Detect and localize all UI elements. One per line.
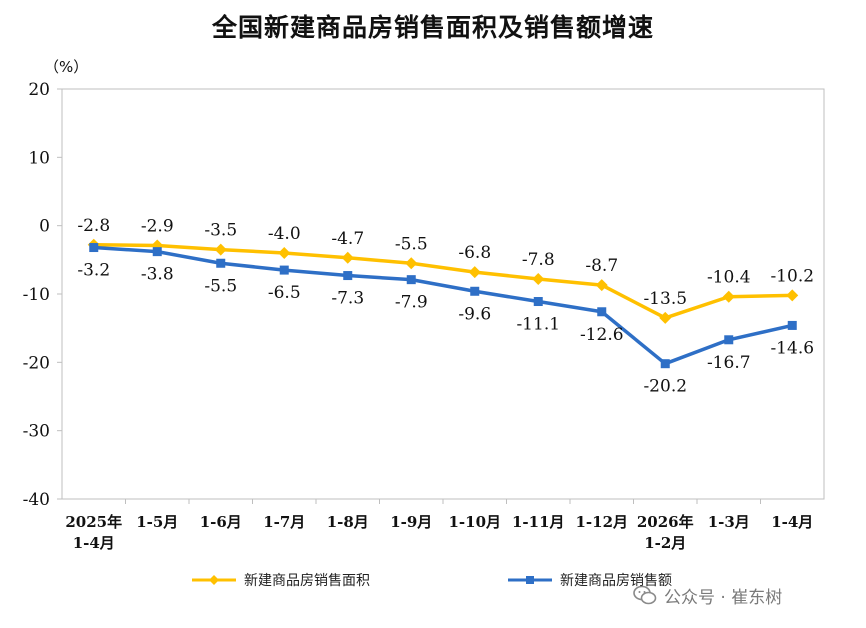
data-label-0: -3.5	[204, 221, 237, 241]
legend-item-sales: 新建商品房销售额	[506, 570, 672, 590]
data-point-1	[787, 320, 797, 330]
data-label-0: -2.8	[77, 216, 110, 236]
data-label-1: -5.5	[204, 276, 237, 296]
data-point-0	[405, 257, 418, 270]
data-label-1: -20.2	[643, 377, 687, 397]
x-tick-label: 1-9月	[390, 513, 432, 531]
data-label-1: -16.7	[707, 353, 751, 373]
data-point-1	[724, 335, 734, 345]
x-tick-label: 1-7月	[263, 513, 305, 531]
data-label-1: -3.8	[141, 265, 174, 285]
data-label-1: -12.6	[580, 325, 624, 345]
data-point-1	[152, 247, 162, 257]
data-label-0: -4.7	[331, 229, 364, 249]
wechat-icon	[633, 585, 657, 605]
data-label-0: -13.5	[643, 289, 687, 309]
x-tick-label: 1-5月	[136, 513, 178, 531]
y-tick-label: -40	[23, 490, 50, 510]
x-tick-label: 1-2月	[644, 534, 686, 552]
x-tick-label: 1-10月	[448, 513, 501, 531]
x-tick-label: 1-4月	[771, 513, 813, 531]
series-line-1	[93, 245, 793, 366]
data-point-0	[532, 272, 545, 285]
data-point-0	[595, 279, 608, 292]
data-label-1: -11.1	[516, 315, 560, 335]
data-point-0	[341, 251, 354, 264]
y-tick-label: -30	[23, 422, 50, 442]
x-tick-label: 1-12月	[575, 513, 628, 531]
legend-item-area: 新建商品房销售面积	[190, 570, 370, 590]
data-label-1: -9.6	[458, 304, 491, 324]
x-tick-label: 1-3月	[708, 513, 750, 531]
chart-title: 全国新建商品房销售面积及销售额增速	[211, 13, 654, 42]
data-label-0: -6.8	[458, 243, 491, 263]
data-label-0: -7.8	[522, 250, 555, 270]
data-label-1: -6.5	[268, 283, 301, 303]
data-label-0: -2.9	[141, 216, 174, 236]
data-label-0: -10.4	[707, 268, 751, 288]
data-point-1	[406, 275, 416, 285]
watermark-text: 公众号 · 崔东树	[664, 587, 783, 608]
data-point-0	[659, 311, 672, 324]
data-point-1	[597, 307, 607, 317]
y-tick-label: 20	[28, 80, 50, 100]
x-tick-label: 1-11月	[512, 513, 565, 531]
x-tick-label: 1-8月	[327, 513, 369, 531]
data-point-1	[343, 271, 353, 281]
data-point-1	[216, 258, 226, 268]
legend-label-area: 新建商品房销售面积	[244, 573, 370, 589]
y-tick-label: 10	[28, 148, 50, 168]
legend-swatch-sales	[508, 576, 552, 584]
x-tick-label: 2025年	[65, 513, 122, 531]
data-label-1: -7.9	[395, 293, 428, 313]
data-point-0	[214, 243, 227, 256]
data-point-1	[470, 286, 480, 296]
data-label-1: -14.6	[770, 338, 814, 358]
legend-swatch-area	[192, 575, 236, 585]
y-axis-label: （%）	[44, 58, 88, 76]
plot-frame	[61, 88, 825, 500]
data-point-0	[278, 247, 291, 259]
y-tick-label: -10	[23, 285, 50, 305]
data-label-0: -8.7	[585, 256, 618, 276]
data-point-0	[468, 266, 481, 279]
y-tick-label: -20	[23, 353, 50, 373]
data-point-1	[533, 297, 543, 307]
watermark: 公众号 · 崔东树	[632, 582, 782, 608]
data-label-1: -3.2	[77, 261, 110, 281]
data-point-1	[89, 243, 99, 253]
legend-label-sales: 新建商品房销售额	[560, 573, 672, 589]
x-tick-label: 1-4月	[73, 534, 115, 552]
x-tick-label: 1-6月	[200, 513, 242, 531]
series-line-0	[93, 243, 793, 320]
data-point-0	[786, 289, 799, 302]
data-point-0	[722, 290, 735, 303]
data-label-1: -7.3	[331, 289, 364, 309]
data-label-0: -5.5	[395, 234, 428, 254]
data-label-0: -4.0	[268, 224, 301, 244]
x-tick-label: 2026年	[637, 513, 694, 531]
data-point-1	[660, 359, 670, 369]
data-point-1	[279, 265, 289, 275]
y-tick-label: 0	[39, 217, 50, 237]
data-label-0: -10.2	[770, 266, 814, 286]
